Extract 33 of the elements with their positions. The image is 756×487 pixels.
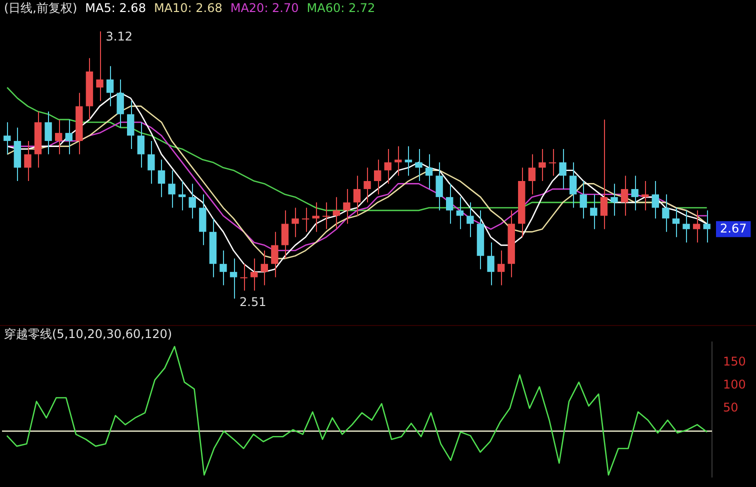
text: MA20: 2.70: [230, 1, 299, 16]
candlestick: [343, 188, 350, 224]
text: MA5: 2.68: [85, 1, 146, 16]
text: MA60: 2.72: [306, 1, 376, 16]
y-tick-label: 150: [723, 354, 746, 369]
candlestick: [610, 183, 618, 216]
candlestick: [404, 146, 412, 176]
y-tick-label: 50: [723, 400, 738, 414]
annotation: 2.51: [240, 294, 266, 309]
candlestick: [168, 170, 176, 208]
y-tick-label: 100: [723, 378, 746, 392]
candlestick: [292, 207, 299, 238]
candlestick: [436, 162, 443, 211]
candlestick: [466, 202, 474, 238]
candlestick: [631, 175, 638, 211]
candlestick: [44, 111, 52, 155]
candlestick: [590, 194, 598, 230]
chart-title: 穿越零线(5,10,20,30,60,120): [4, 327, 172, 342]
text: MA10: 2.68: [154, 1, 222, 16]
candlestick: [96, 30, 104, 102]
candlestick: [508, 210, 515, 278]
candlestick: [394, 146, 402, 176]
candlestick: [271, 231, 278, 278]
candlestick: [240, 263, 248, 292]
annotation: 3.12: [106, 29, 132, 44]
candlestick: [148, 140, 155, 184]
candlestick: [364, 167, 371, 203]
candlestick: [220, 250, 227, 286]
chart-title: (日线,前复权): [4, 1, 78, 16]
candlestick: [199, 194, 206, 246]
text: 2.67: [720, 221, 747, 236]
candlestick: [487, 242, 494, 286]
candlestick: [76, 92, 83, 155]
